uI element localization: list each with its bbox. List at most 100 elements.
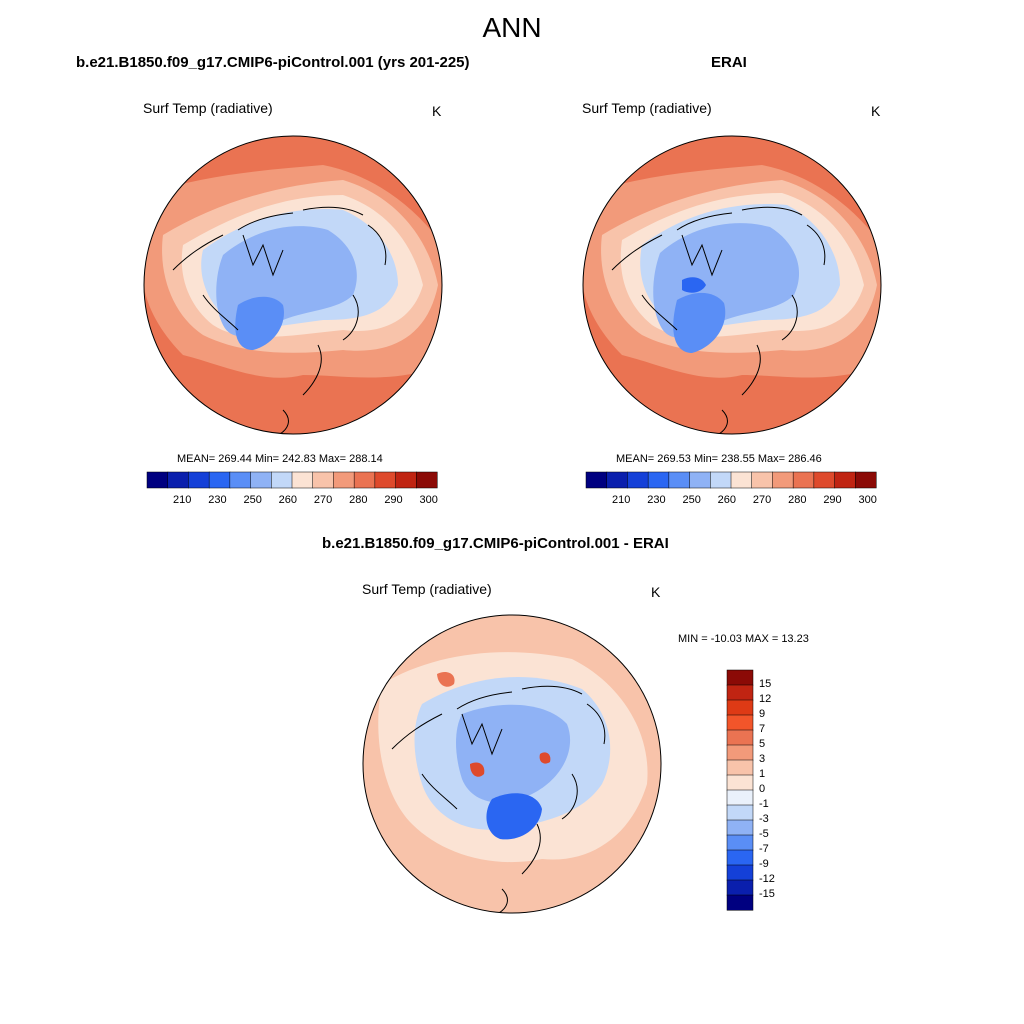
colorbar-swatch [726,684,754,701]
panel-2-units: K [871,103,881,119]
colorbar-tick-label: 210 [173,494,192,506]
colorbar-swatch [606,471,628,489]
colorbar-tick-label: 300 [858,494,877,506]
colorbar-tick-label: 270 [752,494,772,506]
colorbar-swatch [416,471,438,489]
map2-cold-strong [673,292,726,353]
colorbar-swatch [726,759,754,776]
colorbar-tick-label: 1 [759,768,766,780]
colorbar-swatch [726,849,754,866]
map2-cold-deep [682,277,706,293]
colorbar-tick-label: 250 [243,494,262,506]
colorbar-tick-label: 280 [788,494,807,506]
panel-2-stats: MEAN= 269.53 Min= 238.55 Max= 286.46 [616,453,822,465]
colorbar-tick-label: 3 [759,753,766,765]
colorbar-tick-label: 290 [823,494,842,506]
map1-cold-strong [235,296,284,350]
panel-2-colorbar [585,471,877,489]
colorbar-swatch [668,471,691,489]
colorbar-swatch [208,471,231,489]
panel-3-variable: Surf Temp (radiative) [362,581,492,597]
map3-mid-blue [456,704,571,803]
colorbar-swatch [772,471,794,489]
colorbar-tick-label: 260 [717,494,737,506]
panel-1-stats: MEAN= 269.44 Min= 242.83 Max= 288.14 [177,453,383,465]
map3-warm-spot-1 [437,672,455,687]
colorbar-swatch [813,471,836,489]
panel-1-colorbar [146,471,438,489]
panel-1-map [143,135,443,435]
colorbar-swatch [146,471,169,489]
map3-warm-spot-3 [539,752,551,764]
colorbar-tick-label: 9 [759,708,766,720]
colorbar-swatch [627,471,649,489]
panel-3-stats: MIN = -10.03 MAX = 13.23 [678,633,809,645]
colorbar-swatch [647,471,670,489]
panel-3-map [362,614,662,914]
figure-title: ANN [482,12,542,43]
colorbar-swatch [188,471,210,489]
colorbar-swatch [229,471,252,489]
map2-coast [611,206,826,434]
colorbar-swatch [726,879,754,896]
colorbar-swatch [250,471,272,489]
colorbar-swatch [726,804,754,821]
colorbar-swatch [726,789,754,806]
colorbar-swatch [710,471,732,489]
colorbar-swatch [726,864,754,881]
colorbar-swatch [726,714,754,731]
panel-3-units: K [651,584,661,600]
map3-warm-spot-2 [470,762,485,777]
colorbar-swatch [312,471,334,489]
map3-coast [391,685,606,913]
colorbar-tick-label: 7 [759,723,766,735]
panel-2-map [582,135,882,435]
colorbar-tick-label: 290 [384,494,403,506]
colorbar-tick-label: -15 [759,888,775,900]
colorbar-swatch [333,471,355,489]
colorbar-tick-label: 5 [759,738,766,750]
colorbar-swatch [726,699,754,716]
panel-1-title: b.e21.B1850.f09_g17.CMIP6-piControl.001 … [76,54,470,71]
colorbar-tick-label: -12 [759,873,775,885]
colorbar-swatch [167,471,189,489]
colorbar-swatch [271,471,293,489]
panel-1-units: K [432,103,442,119]
colorbar-tick-label: -7 [759,843,769,855]
colorbar-tick-label: 0 [759,783,766,795]
colorbar-tick-label: 210 [612,494,631,506]
colorbar-swatch [291,471,314,489]
colorbar-tick-label: 12 [759,693,772,705]
panel-1-variable: Surf Temp (radiative) [143,100,273,116]
colorbar-tick-label: -9 [759,858,769,870]
colorbar-tick-label: 230 [647,494,666,506]
colorbar-tick-label: 300 [419,494,438,506]
colorbar-swatch [726,894,754,911]
colorbar-swatch [353,471,376,489]
map3-strong-blue [486,793,542,840]
map1-coast [172,206,387,434]
colorbar-swatch [689,471,711,489]
colorbar-swatch [751,471,773,489]
colorbar-tick-label: 250 [682,494,701,506]
panel-2-variable: Surf Temp (radiative) [582,100,712,116]
colorbar-swatch [730,471,753,489]
colorbar-swatch [585,471,608,489]
colorbar-tick-label: -5 [759,828,769,840]
colorbar-swatch [374,471,397,489]
colorbar-swatch [726,729,754,746]
colorbar-swatch [792,471,815,489]
panel-2-title: ERAI [711,54,747,71]
colorbar-swatch [395,471,417,489]
colorbar-swatch [726,819,754,836]
panel-3-colorbar [726,669,754,911]
colorbar-tick-label: 230 [208,494,227,506]
colorbar-swatch [855,471,877,489]
colorbar-swatch [726,834,754,851]
panel-3-title: b.e21.B1850.f09_g17.CMIP6-piControl.001 … [322,535,669,552]
colorbar-tick-label: 270 [313,494,333,506]
colorbar-tick-label: -1 [759,798,769,810]
colorbar-tick-label: 260 [278,494,298,506]
colorbar-tick-label: -3 [759,813,769,825]
colorbar-swatch [726,669,754,686]
